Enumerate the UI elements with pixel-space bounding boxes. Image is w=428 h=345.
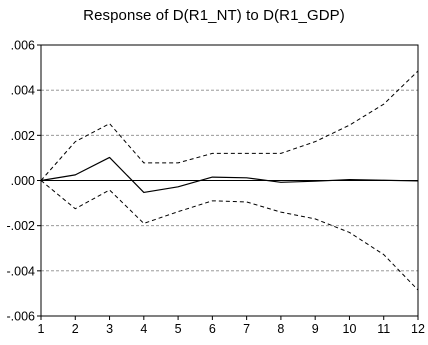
y-tick-label-5: -.004 [7, 264, 36, 278]
x-tick-label-9: 10 [343, 322, 357, 336]
x-tick-label-3: 4 [140, 322, 147, 336]
series-upper-band [40, 70, 419, 181]
chart-title: Response of D(R1_NT) to D(R1_GDP) [83, 7, 345, 24]
x-tick-label-1: 2 [72, 322, 79, 336]
y-tick-label-6: -.006 [7, 310, 36, 324]
x-tick-label-7: 8 [277, 322, 284, 336]
series-lower-band [40, 180, 419, 291]
series-response-line [40, 156, 419, 194]
x-tick-label-11: 12 [411, 322, 425, 336]
y-tick-label-1: .004 [11, 84, 35, 98]
y-tick-label-0: .006 [11, 39, 35, 53]
x-tick-label-2: 3 [106, 322, 113, 336]
x-tick-label-5: 6 [209, 322, 216, 336]
x-tick-label-10: 11 [377, 322, 390, 336]
x-tick-label-6: 7 [243, 322, 250, 336]
y-tick-label-3: .000 [11, 174, 35, 188]
x-tick-label-8: 9 [312, 322, 319, 336]
y-tick-label-2: .002 [11, 129, 35, 143]
y-tick-label-4: -.002 [7, 219, 36, 233]
x-tick-label-4: 5 [175, 322, 182, 336]
x-tick-label-0: 1 [38, 322, 45, 336]
